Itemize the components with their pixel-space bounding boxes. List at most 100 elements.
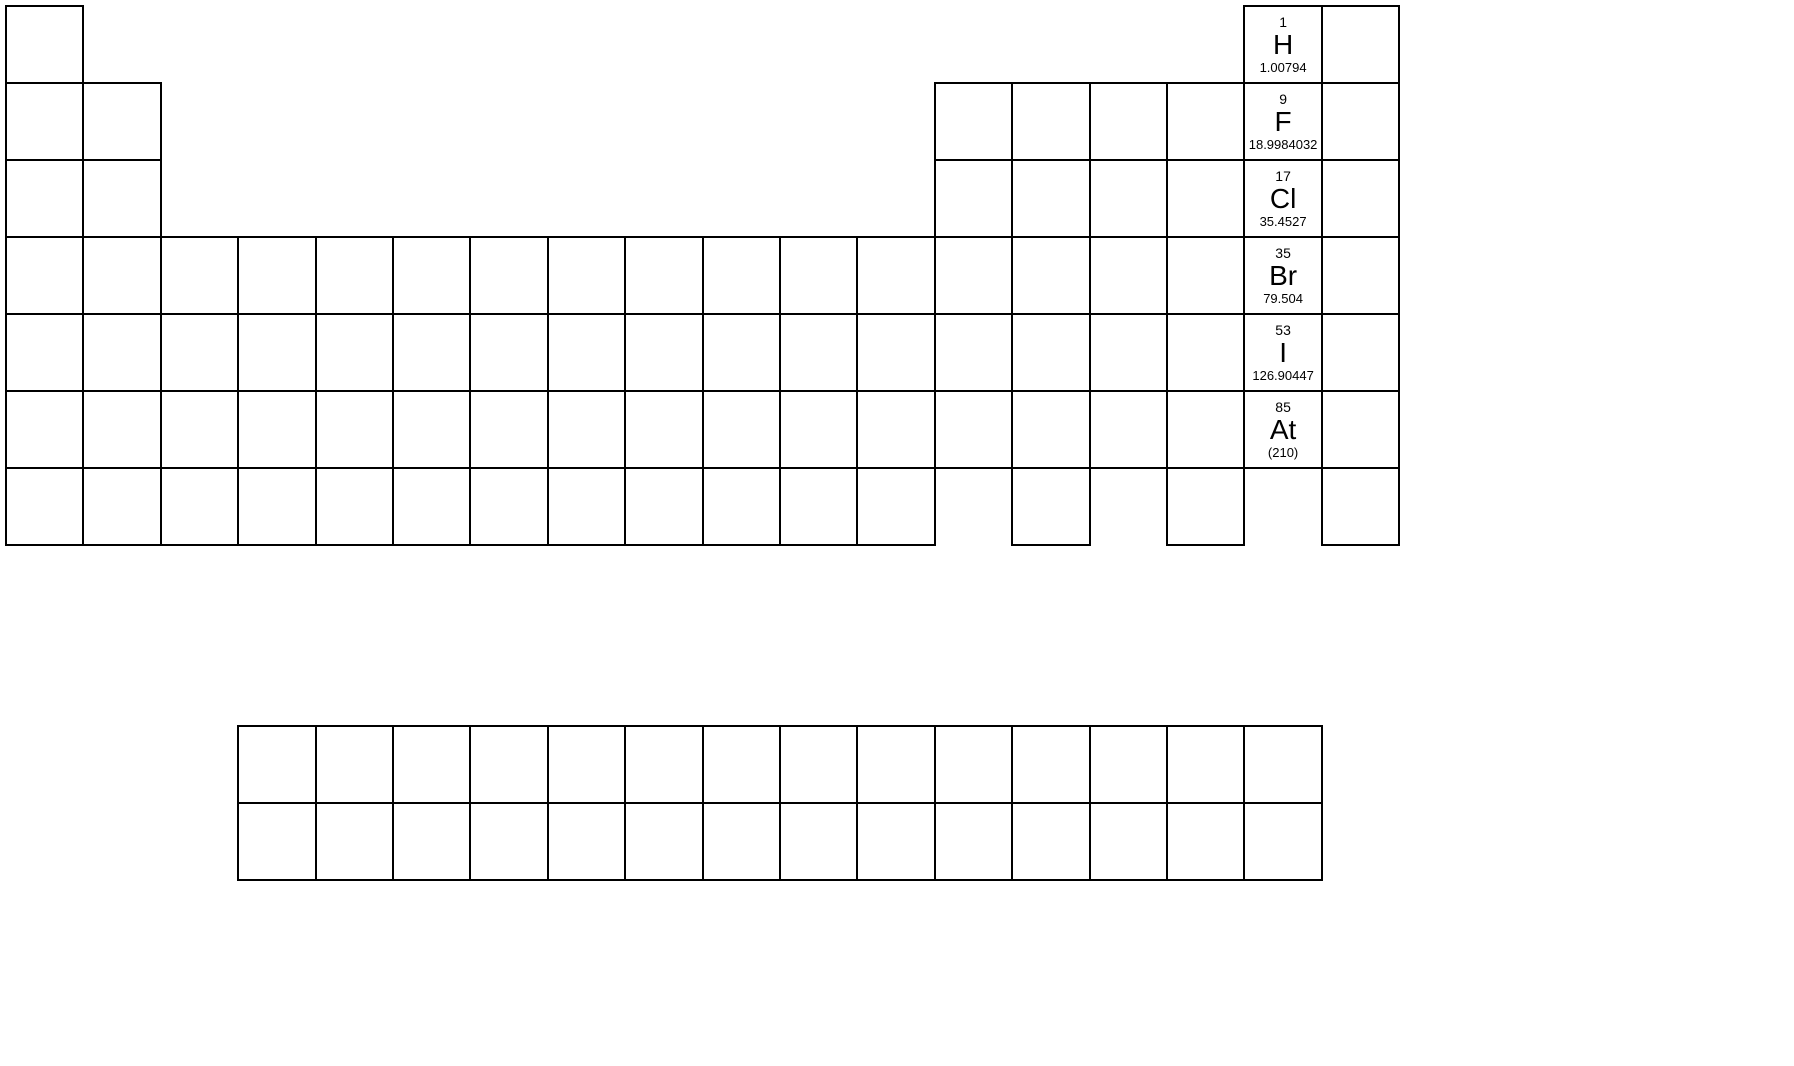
empty-cell — [1166, 159, 1245, 238]
empty-cell — [547, 313, 626, 392]
empty-cell — [856, 390, 935, 469]
empty-cell — [1321, 467, 1400, 546]
empty-cell — [934, 390, 1013, 469]
element-f: 9F18.9984032 — [1243, 82, 1322, 161]
empty-cell — [1321, 82, 1400, 161]
f-block-cell — [469, 725, 548, 804]
empty-cell — [5, 313, 84, 392]
f-block-cell — [392, 725, 471, 804]
empty-cell — [1011, 236, 1090, 315]
empty-cell — [5, 236, 84, 315]
empty-cell — [237, 467, 316, 546]
empty-cell — [1089, 390, 1168, 469]
f-block-cell — [547, 725, 626, 804]
empty-cell — [315, 313, 394, 392]
empty-cell — [624, 467, 703, 546]
empty-cell — [547, 236, 626, 315]
empty-cell — [392, 467, 471, 546]
atomic-number: 85 — [1275, 400, 1291, 414]
empty-cell — [392, 313, 471, 392]
element-cl: 17Cl35.4527 — [1243, 159, 1322, 238]
empty-cell — [315, 467, 394, 546]
empty-cell — [5, 467, 84, 546]
empty-cell — [1089, 159, 1168, 238]
element-symbol: Br — [1269, 262, 1297, 290]
empty-cell — [1011, 313, 1090, 392]
f-block-cell — [237, 725, 316, 804]
f-block-cell — [1089, 725, 1168, 804]
empty-cell — [82, 82, 161, 161]
element-i: 53I126.90447 — [1243, 313, 1322, 392]
f-block-cell — [392, 802, 471, 881]
empty-cell — [779, 236, 858, 315]
empty-cell — [469, 467, 548, 546]
atomic-number: 1 — [1279, 15, 1287, 29]
empty-cell — [160, 313, 239, 392]
empty-cell — [392, 390, 471, 469]
empty-cell — [934, 236, 1013, 315]
f-block-cell — [856, 802, 935, 881]
empty-cell — [82, 236, 161, 315]
empty-cell — [160, 236, 239, 315]
empty-cell — [5, 82, 84, 161]
atomic-mass: (210) — [1268, 446, 1298, 459]
empty-cell — [547, 467, 626, 546]
empty-cell — [1321, 313, 1400, 392]
empty-cell — [1166, 467, 1245, 546]
empty-cell — [702, 467, 781, 546]
empty-cell — [1011, 390, 1090, 469]
empty-cell — [1166, 313, 1245, 392]
empty-cell — [469, 236, 548, 315]
empty-cell — [1321, 5, 1400, 84]
element-symbol: H — [1273, 31, 1293, 59]
atomic-mass: 79.504 — [1263, 292, 1303, 305]
atomic-number: 9 — [1279, 92, 1287, 106]
empty-cell — [469, 313, 548, 392]
empty-cell — [856, 467, 935, 546]
empty-cell — [1321, 159, 1400, 238]
empty-cell — [237, 313, 316, 392]
empty-cell — [160, 467, 239, 546]
empty-cell — [237, 390, 316, 469]
empty-cell — [779, 467, 858, 546]
empty-cell — [82, 390, 161, 469]
empty-cell — [1089, 313, 1168, 392]
empty-cell — [856, 313, 935, 392]
f-block-cell — [315, 802, 394, 881]
empty-cell — [934, 159, 1013, 238]
empty-cell — [1166, 236, 1245, 315]
empty-cell — [934, 82, 1013, 161]
empty-cell — [237, 236, 316, 315]
atomic-number: 35 — [1275, 246, 1291, 260]
f-block-cell — [469, 802, 548, 881]
empty-cell — [1166, 390, 1245, 469]
atomic-number: 53 — [1275, 323, 1291, 337]
empty-cell — [624, 236, 703, 315]
element-symbol: I — [1279, 339, 1287, 367]
f-block-cell — [315, 725, 394, 804]
empty-cell — [5, 5, 84, 84]
empty-cell — [702, 236, 781, 315]
periodic-table: 1 H 1.00794 9F18.998403217Cl35.4527 35 Br 79.5… — [5, 5, 1400, 881]
atomic-mass: 18.9984032 — [1249, 138, 1318, 151]
f-block-cell — [1243, 725, 1322, 804]
empty-cell — [702, 313, 781, 392]
f-block-cell — [779, 802, 858, 881]
atomic-mass: 1.00794 — [1260, 61, 1307, 74]
empty-cell — [624, 313, 703, 392]
empty-cell — [547, 390, 626, 469]
empty-cell — [779, 390, 858, 469]
f-block-cell — [237, 802, 316, 881]
empty-cell — [1321, 390, 1400, 469]
f-block-cell — [856, 725, 935, 804]
f-block-cell — [624, 725, 703, 804]
empty-cell — [1089, 236, 1168, 315]
empty-cell — [934, 313, 1013, 392]
empty-cell — [82, 467, 161, 546]
empty-cell — [315, 236, 394, 315]
element-br: 35 Br 79.504 — [1243, 236, 1322, 315]
f-block-cell — [1011, 802, 1090, 881]
f-block-cell — [1089, 802, 1168, 881]
element-symbol: At — [1270, 416, 1296, 444]
empty-cell — [1011, 159, 1090, 238]
